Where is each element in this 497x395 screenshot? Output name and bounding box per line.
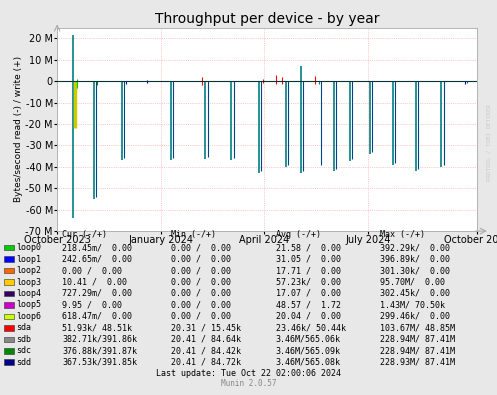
Text: 20.04 /  0.00: 20.04 / 0.00 — [276, 312, 341, 321]
Text: 17.07 /  0.00: 17.07 / 0.00 — [276, 289, 341, 298]
Text: 20.41 / 84.72k: 20.41 / 84.72k — [171, 358, 242, 367]
Text: 727.29m/  0.00: 727.29m/ 0.00 — [62, 289, 132, 298]
Text: 301.30k/  0.00: 301.30k/ 0.00 — [380, 266, 450, 275]
Text: 299.46k/  0.00: 299.46k/ 0.00 — [380, 312, 450, 321]
Text: sdc: sdc — [16, 346, 31, 355]
Text: 57.23k/  0.00: 57.23k/ 0.00 — [276, 278, 341, 286]
Text: 103.67M/ 48.85M: 103.67M/ 48.85M — [380, 324, 455, 332]
Text: loop3: loop3 — [16, 278, 41, 286]
Text: 0.00 /  0.00: 0.00 / 0.00 — [171, 243, 232, 252]
Text: 218.45m/  0.00: 218.45m/ 0.00 — [62, 243, 132, 252]
Text: 376.88k/391.87k: 376.88k/391.87k — [62, 346, 137, 355]
Text: 48.57 /  1.72: 48.57 / 1.72 — [276, 301, 341, 309]
Text: Last update: Tue Oct 22 02:00:06 2024: Last update: Tue Oct 22 02:00:06 2024 — [156, 369, 341, 378]
Title: Throughput per device - by year: Throughput per device - by year — [155, 13, 379, 26]
Text: Min (-/+): Min (-/+) — [171, 230, 217, 239]
Text: 618.47m/  0.00: 618.47m/ 0.00 — [62, 312, 132, 321]
Text: 392.29k/  0.00: 392.29k/ 0.00 — [380, 243, 450, 252]
Text: 0.00 /  0.00: 0.00 / 0.00 — [171, 278, 232, 286]
Text: loop4: loop4 — [16, 289, 41, 298]
Text: 367.53k/391.85k: 367.53k/391.85k — [62, 358, 137, 367]
Text: loop1: loop1 — [16, 255, 41, 263]
Text: 31.05 /  0.00: 31.05 / 0.00 — [276, 255, 341, 263]
Text: sdd: sdd — [16, 358, 31, 367]
Text: 302.45k/  0.00: 302.45k/ 0.00 — [380, 289, 450, 298]
Text: 0.00 /  0.00: 0.00 / 0.00 — [171, 301, 232, 309]
Text: Max (-/+): Max (-/+) — [380, 230, 425, 239]
Text: sdb: sdb — [16, 335, 31, 344]
Text: 228.94M/ 87.41M: 228.94M/ 87.41M — [380, 346, 455, 355]
Text: sda: sda — [16, 324, 31, 332]
Text: loop5: loop5 — [16, 301, 41, 309]
Text: 17.71 /  0.00: 17.71 / 0.00 — [276, 266, 341, 275]
Text: 0.00 /  0.00: 0.00 / 0.00 — [171, 289, 232, 298]
Text: Cur (-/+): Cur (-/+) — [62, 230, 107, 239]
Text: 228.93M/ 87.41M: 228.93M/ 87.41M — [380, 358, 455, 367]
Text: Munin 2.0.57: Munin 2.0.57 — [221, 379, 276, 388]
Text: 242.65m/  0.00: 242.65m/ 0.00 — [62, 255, 132, 263]
Text: 3.46M/565.09k: 3.46M/565.09k — [276, 346, 341, 355]
Text: 0.00 /  0.00: 0.00 / 0.00 — [171, 266, 232, 275]
Text: 20.41 / 84.42k: 20.41 / 84.42k — [171, 346, 242, 355]
Text: 9.95 /  0.00: 9.95 / 0.00 — [62, 301, 122, 309]
Text: 0.00 /  0.00: 0.00 / 0.00 — [171, 312, 232, 321]
Text: 396.89k/  0.00: 396.89k/ 0.00 — [380, 255, 450, 263]
Y-axis label: Bytes/second read (-) / write (+): Bytes/second read (-) / write (+) — [14, 56, 23, 202]
Text: 20.41 / 84.64k: 20.41 / 84.64k — [171, 335, 242, 344]
Text: loop0: loop0 — [16, 243, 41, 252]
Text: loop2: loop2 — [16, 266, 41, 275]
Text: 10.41 /  0.00: 10.41 / 0.00 — [62, 278, 127, 286]
Text: 0.00 /  0.00: 0.00 / 0.00 — [171, 255, 232, 263]
Text: 20.31 / 15.45k: 20.31 / 15.45k — [171, 324, 242, 332]
Text: 3.46M/565.08k: 3.46M/565.08k — [276, 358, 341, 367]
Text: 23.46k/ 50.44k: 23.46k/ 50.44k — [276, 324, 346, 332]
Text: loop6: loop6 — [16, 312, 41, 321]
Text: 0.00 /  0.00: 0.00 / 0.00 — [62, 266, 122, 275]
Text: RRDTOOL / TOBI OETIKER: RRDTOOL / TOBI OETIKER — [486, 104, 491, 181]
Text: 21.58 /  0.00: 21.58 / 0.00 — [276, 243, 341, 252]
Text: 228.94M/ 87.41M: 228.94M/ 87.41M — [380, 335, 455, 344]
Text: 1.43M/ 70.50k: 1.43M/ 70.50k — [380, 301, 445, 309]
Text: 51.93k/ 48.51k: 51.93k/ 48.51k — [62, 324, 132, 332]
Text: 3.46M/565.06k: 3.46M/565.06k — [276, 335, 341, 344]
Text: Avg (-/+): Avg (-/+) — [276, 230, 321, 239]
Text: 382.71k/391.86k: 382.71k/391.86k — [62, 335, 137, 344]
Text: 95.70M/  0.00: 95.70M/ 0.00 — [380, 278, 445, 286]
